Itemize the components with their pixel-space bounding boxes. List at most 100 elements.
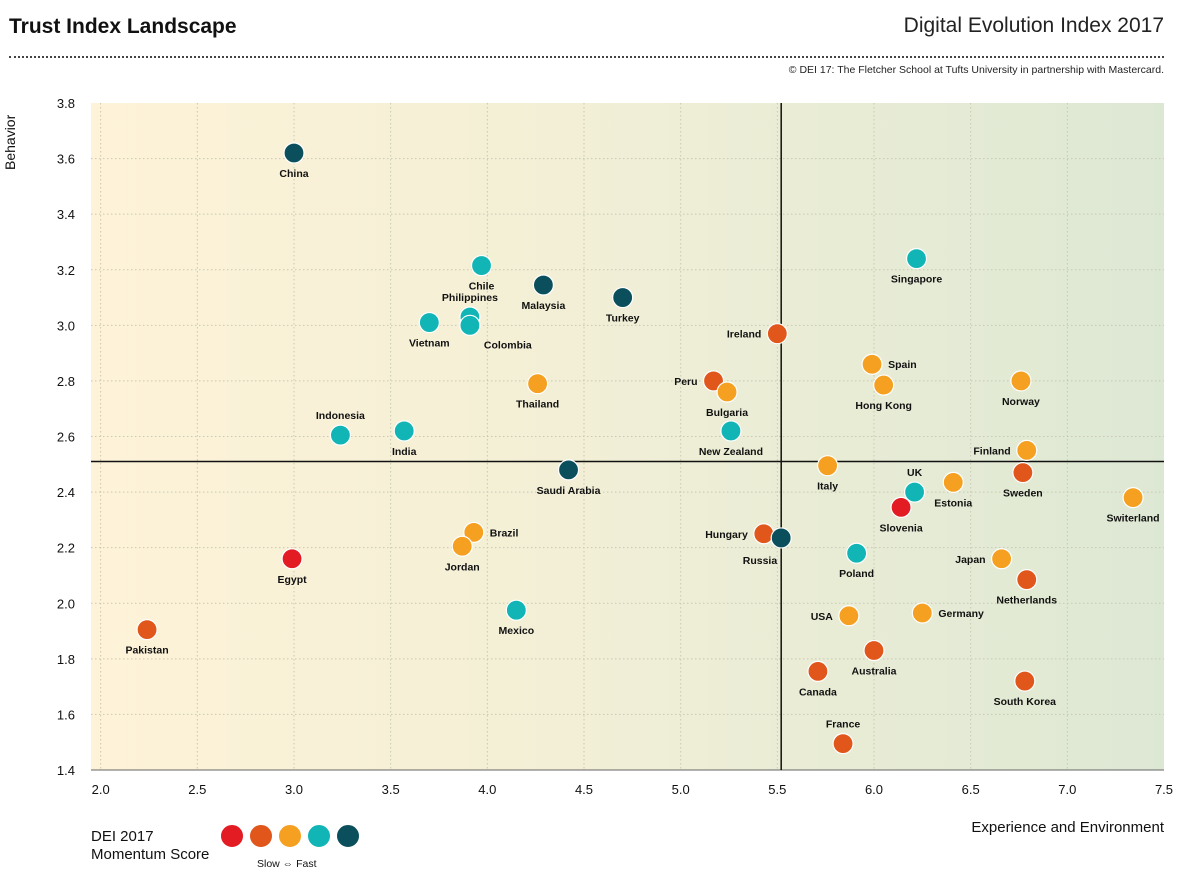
point-poland: [845, 542, 868, 564]
point-singapore: [905, 248, 928, 270]
point-uk: [903, 481, 926, 503]
point-hungary: [753, 523, 775, 545]
x-tick-label: 7.5: [1155, 782, 1173, 797]
label-canada: Canada: [799, 686, 837, 698]
x-tick-label: 3.5: [382, 782, 400, 797]
point-turkey: [612, 286, 634, 309]
y-tick-label: 3.4: [57, 207, 75, 222]
point-ireland: [766, 323, 788, 345]
label-france: France: [826, 719, 861, 731]
label-bulgaria: Bulgaria: [706, 407, 748, 419]
point-hong-kong: [873, 374, 895, 396]
label-malaysia: Malaysia: [522, 300, 566, 312]
point-malaysia: [532, 274, 555, 296]
label-hong-kong: Hong Kong: [855, 400, 912, 412]
label-germany: Germany: [938, 608, 984, 620]
point-colombia: [459, 314, 481, 336]
label-singapore: Singapore: [891, 274, 943, 286]
axis-ticks: 2.0 2.5 3.0 3.5 4.0 4.5 5.0 5.5 6.0 6.5 7.0 7.5 1.4 1…: [57, 96, 1173, 797]
y-tick-label: 2.6: [57, 430, 75, 445]
point-vietnam: [418, 311, 440, 334]
momentum-legend: [220, 824, 370, 850]
label-japan: Japan: [955, 554, 985, 566]
y-tick-label: 1.6: [57, 707, 75, 722]
label-brazil: Brazil: [490, 527, 519, 539]
label-peru: Peru: [674, 376, 697, 388]
point-slovenia: [890, 496, 912, 518]
label-switerland: Switerland: [1107, 513, 1160, 525]
point-indonesia: [329, 424, 351, 446]
x-tick-label: 2.0: [92, 782, 110, 797]
label-jordan: Jordan: [445, 561, 480, 573]
label-chile: Chile: [469, 281, 495, 293]
y-tick-label: 3.6: [57, 152, 75, 167]
y-tick-label: 1.4: [57, 763, 75, 778]
label-thailand: Thailand: [516, 399, 559, 411]
report-subtitle: Digital Evolution Index 2017: [903, 14, 1164, 37]
dotted-divider: [9, 56, 1164, 58]
point-switerland: [1122, 487, 1144, 509]
label-estonia: Estonia: [934, 497, 972, 509]
point-saudi-arabia: [557, 459, 580, 481]
point-thailand: [526, 373, 549, 395]
x-tick-label: 7.0: [1058, 782, 1076, 797]
y-tick-label: 3.2: [57, 263, 75, 278]
point-pakistan: [136, 619, 158, 641]
label-uk: UK: [907, 467, 923, 479]
point-mexico: [505, 599, 527, 621]
data-points: [136, 142, 1144, 755]
label-indonesia: Indonesia: [316, 410, 365, 422]
label-turkey: Turkey: [606, 313, 640, 325]
point-russia: [770, 527, 792, 549]
legend-title-line1: DEI 2017: [91, 828, 154, 845]
grid-lines: [91, 103, 1164, 770]
point-jordan: [451, 535, 473, 557]
point-estonia: [942, 471, 964, 493]
point-france: [832, 732, 854, 755]
x-tick-label: 4.5: [575, 782, 593, 797]
point-usa: [838, 605, 860, 627]
x-axis-label: Experience and Environment: [971, 819, 1164, 836]
y-tick-label: 1.8: [57, 652, 75, 667]
x-tick-label: 3.0: [285, 782, 303, 797]
point-china: [283, 142, 305, 164]
x-tick-label: 6.5: [962, 782, 980, 797]
label-russia: Russia: [743, 555, 778, 567]
x-tick-label: 4.0: [478, 782, 496, 797]
page-title: Trust Index Landscape: [9, 15, 237, 38]
point-spain: [861, 353, 883, 375]
label-ireland: Ireland: [727, 329, 761, 341]
x-tick-label: 2.5: [188, 782, 206, 797]
point-brazil: [463, 521, 485, 543]
legend-dot-5: [336, 824, 360, 848]
legend-dot-4: [307, 824, 331, 848]
point-egypt: [281, 548, 303, 570]
legend-dot-2: [249, 824, 273, 848]
label-pakistan: Pakistan: [125, 645, 168, 657]
y-tick-label: 3.0: [57, 318, 75, 333]
label-saudi-arabia: Saudi Arabia: [537, 485, 601, 497]
point-canada: [807, 660, 829, 682]
label-philippines: Philippines: [442, 292, 498, 304]
legend-title: DEI 2017 Momentum Score: [91, 828, 209, 864]
legend-title-line2: Momentum Score: [91, 846, 210, 863]
y-tick-label: 2.0: [57, 596, 75, 611]
x-tick-label: 5.5: [768, 782, 786, 797]
point-germany: [911, 602, 933, 624]
y-tick-label: 2.2: [57, 541, 75, 556]
x-tick-label: 5.0: [672, 782, 690, 797]
label-vietnam: Vietnam: [409, 338, 450, 350]
point-india: [393, 420, 415, 442]
label-norway: Norway: [1002, 396, 1040, 408]
y-axis-label: Behavior: [2, 114, 18, 170]
label-usa: USA: [811, 611, 834, 623]
label-china: China: [279, 168, 308, 180]
y-tick-label: 2.8: [57, 374, 75, 389]
label-colombia: Colombia: [484, 339, 532, 351]
point-norway: [1010, 370, 1032, 392]
legend-dot-1: [220, 824, 244, 848]
point-italy: [816, 455, 839, 477]
point-new-zealand: [720, 420, 742, 442]
